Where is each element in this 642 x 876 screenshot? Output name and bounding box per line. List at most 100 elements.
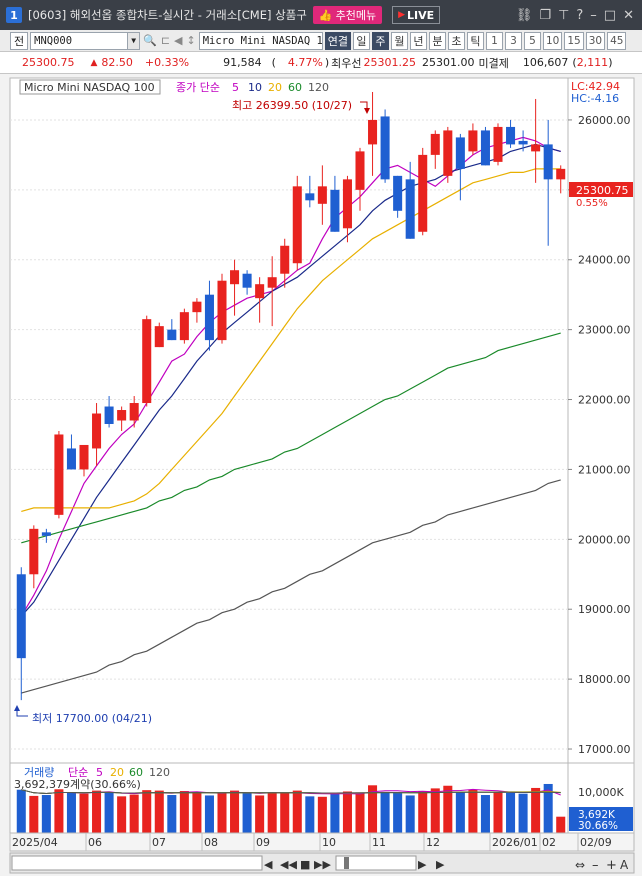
volume-bar [16, 789, 26, 833]
period-week[interactable]: 주 [371, 31, 389, 50]
scroll-forward-icon[interactable]: ▶▶ [314, 858, 331, 871]
zoom-right-icon[interactable]: ▶ [418, 858, 427, 871]
volume-bar [405, 795, 415, 833]
volume-bar [317, 796, 327, 833]
period-day[interactable]: 일 [352, 31, 370, 50]
scroll-right-icon[interactable]: ▶ [436, 858, 445, 871]
price-axis[interactable] [567, 77, 635, 764]
zoom-out-icon[interactable]: – [592, 858, 599, 873]
x-axis-label: 02 [542, 836, 556, 849]
scroll-left-icon[interactable]: ◀ [264, 858, 273, 871]
scroll-track[interactable] [11, 855, 263, 871]
chevron-down-icon[interactable]: ▼ [127, 32, 140, 49]
volume-bar [54, 789, 64, 833]
interval-45[interactable]: 45 [607, 31, 627, 50]
volume-axis-label: 10,000K [578, 786, 624, 799]
zoom-in-icon[interactable]: + [606, 858, 617, 873]
live-button[interactable]: ▶ LIVE [392, 6, 441, 24]
price-tick-label: 20000.00 [578, 533, 631, 546]
ma-10-line [20, 143, 561, 617]
thumbs-up-icon: 👍 [318, 8, 333, 22]
volume-bar [154, 790, 164, 833]
minimize-icon[interactable]: – [590, 7, 597, 23]
x-axis-label: 02/09 [580, 836, 612, 849]
pin-icon[interactable]: ⊤ [558, 7, 570, 23]
period-year[interactable]: 년 [409, 31, 427, 50]
speaker-icon[interactable]: ◀ [174, 34, 183, 47]
link-icon[interactable]: ⛓ [515, 7, 533, 23]
low-annotation: 최저 17700.00 (04/21) [32, 712, 152, 725]
price-grid [10, 119, 568, 750]
volume-bar [543, 783, 553, 833]
period-second[interactable]: 초 [447, 31, 465, 50]
interval-5[interactable]: 5 [523, 31, 541, 50]
chart-svg[interactable]: Micro Mini NASDAQ 100 종가 단순 5 10 20 60 1… [0, 74, 642, 876]
window-number-badge[interactable]: 1 [6, 7, 22, 23]
zoom-slider-handle[interactable] [344, 857, 349, 869]
close-icon[interactable]: ✕ [623, 7, 634, 23]
candle-body [468, 130, 478, 152]
volume-bar [66, 792, 76, 833]
candle-body [556, 168, 566, 180]
volume-bar [242, 793, 252, 833]
candle-body [192, 301, 202, 313]
sort-icon[interactable]: ↕ [186, 34, 196, 47]
volume-bar [493, 791, 503, 833]
period-link[interactable]: 연결 [324, 31, 351, 50]
price-pane[interactable] [9, 77, 569, 764]
volume-ratio-open: ( [271, 56, 276, 69]
interval-15[interactable]: 15 [564, 31, 584, 50]
candle-body [129, 403, 139, 421]
period-minute[interactable]: 분 [428, 31, 446, 50]
volume-bar [556, 816, 566, 833]
market-type-select[interactable]: 전 [10, 31, 29, 50]
candle-body [518, 140, 528, 145]
interval-10[interactable]: 10 [542, 31, 563, 50]
recommend-menu-button[interactable]: 👍 추천메뉴 [312, 6, 383, 24]
interval-1[interactable]: 1 [485, 31, 503, 50]
current-price: 25300.75 [22, 56, 75, 69]
symbol-code-input[interactable]: MNQ000 ▼ [30, 31, 141, 50]
volume-bar [430, 788, 440, 833]
compare-icon[interactable]: ⊏ [160, 34, 171, 47]
candle-body [154, 326, 164, 348]
copy-window-icon[interactable]: ❐ [539, 7, 552, 23]
search-icon[interactable]: 🔍 [143, 34, 157, 47]
candle-body [531, 144, 541, 152]
volume-bar [292, 790, 302, 833]
volume-bar [104, 792, 114, 833]
open-interest-label: 미결제 [478, 56, 509, 70]
x-axis-label: 10 [322, 836, 336, 849]
candle-body [443, 130, 453, 176]
scroll-rewind-icon[interactable]: ◀◀ [280, 858, 297, 871]
volume-bar [267, 792, 277, 833]
candle-body [305, 193, 315, 201]
volume-ma-120-line [21, 789, 561, 795]
volume-bar [204, 795, 214, 833]
candle-body [506, 126, 516, 145]
help-icon[interactable]: ? [576, 7, 584, 23]
x-axis-label: 08 [204, 836, 218, 849]
interval-30[interactable]: 30 [585, 31, 606, 50]
candle-body [242, 273, 252, 288]
legend-box[interactable] [19, 79, 161, 95]
volume-bar [455, 791, 465, 833]
legend-ma-5: 5 [232, 81, 239, 94]
period-month[interactable]: 월 [390, 31, 408, 50]
volume-bars [16, 783, 566, 833]
volume-moving-averages [21, 788, 561, 796]
fit-icon[interactable]: ⇔ [575, 858, 585, 872]
zoom-slider-track[interactable] [335, 855, 417, 871]
volume-tag [569, 807, 633, 831]
interval-3[interactable]: 3 [504, 31, 522, 50]
candle-body [368, 119, 378, 145]
maximize-icon[interactable]: □ [603, 7, 617, 23]
ma-20-line [21, 168, 561, 512]
period-tick[interactable]: 틱 [466, 31, 484, 50]
volume-bar [531, 787, 541, 833]
auto-scale-icon[interactable]: A [620, 858, 629, 872]
volume-bar [117, 796, 127, 833]
candle-body [405, 179, 415, 239]
stop-icon[interactable]: ■ [300, 858, 310, 871]
legend-close-label: 종가 단순 [176, 81, 220, 94]
